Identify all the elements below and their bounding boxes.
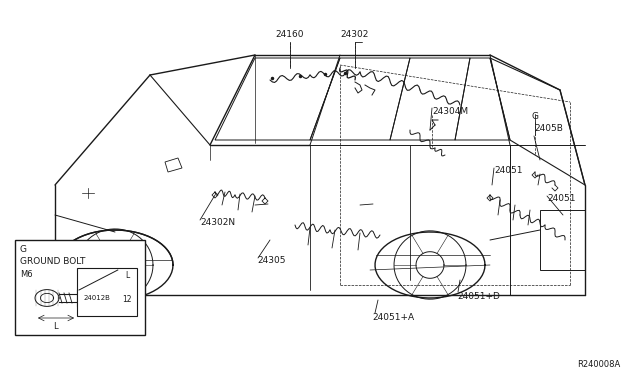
Text: R240008A: R240008A	[577, 360, 620, 369]
Text: 24302N: 24302N	[200, 218, 235, 227]
Text: GROUND BOLT: GROUND BOLT	[20, 257, 85, 266]
Text: G: G	[532, 112, 539, 121]
Text: 24160: 24160	[276, 30, 304, 39]
Text: 12: 12	[123, 295, 132, 304]
Bar	[77, 268, 137, 316]
Text: 24051+D: 24051+D	[457, 292, 500, 301]
Text: G: G	[20, 245, 27, 254]
Text: L: L	[52, 322, 58, 331]
Text: 24012B: 24012B	[84, 295, 111, 301]
Text: 2405B: 2405B	[534, 124, 563, 133]
Text: L: L	[125, 271, 129, 280]
Text: 24304M: 24304M	[432, 107, 468, 116]
Text: 24051: 24051	[547, 194, 575, 203]
Bar	[15, 240, 145, 335]
Text: M6: M6	[20, 270, 33, 279]
Text: 24051+A: 24051+A	[372, 313, 414, 322]
Text: 24051: 24051	[494, 166, 522, 175]
Text: 24302: 24302	[341, 30, 369, 39]
Text: 24305: 24305	[257, 256, 285, 265]
